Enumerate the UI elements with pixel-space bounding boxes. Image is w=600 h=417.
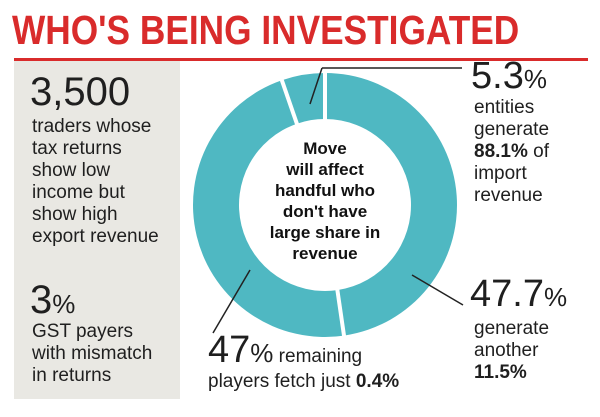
leader-line-right <box>411 274 464 306</box>
center-label: Move will affect handful who don't have … <box>269 139 381 263</box>
donut-slice-3 <box>192 80 345 338</box>
callout-bottom-bold: 0.4% <box>355 371 400 392</box>
callout-bottom-right-number: 47.7% <box>470 273 568 315</box>
callout-bottom-line1: 47% remaining <box>208 330 362 370</box>
callout-top-right-text: entities generate 88.1% of import revenu… <box>474 97 550 206</box>
callout-top-right-number: 5.3% <box>471 55 547 97</box>
callout-bottom-text2: players fetch just <box>208 371 356 392</box>
donut-separator-3 <box>335 288 347 337</box>
donut-slice-2 <box>325 73 458 336</box>
callout-bottom-right-text: generate another 11.5% <box>474 318 550 383</box>
page-title: WHO'S BEING INVESTIGATED <box>12 7 520 53</box>
stat-traders-text: traders whose tax returns show low incom… <box>32 116 159 247</box>
stat-traders-number: 3,500 <box>30 70 131 114</box>
callout-bottom-number: 47 <box>208 329 251 371</box>
stat-gst-number: 3% <box>30 278 76 322</box>
callout-bottom-unit: % <box>250 338 274 368</box>
title-divider <box>14 58 588 61</box>
callout-bottom-line2: players fetch just 0.4% <box>208 371 399 393</box>
leader-line-top-diag <box>309 67 323 105</box>
leader-line-bottom <box>212 269 251 334</box>
callout-bottom-text1: remaining <box>273 346 363 367</box>
donut-separator-1 <box>279 78 300 126</box>
stat-gst-text: GST payers with mismatch in returns <box>32 321 153 386</box>
sidebar-panel <box>14 61 180 399</box>
